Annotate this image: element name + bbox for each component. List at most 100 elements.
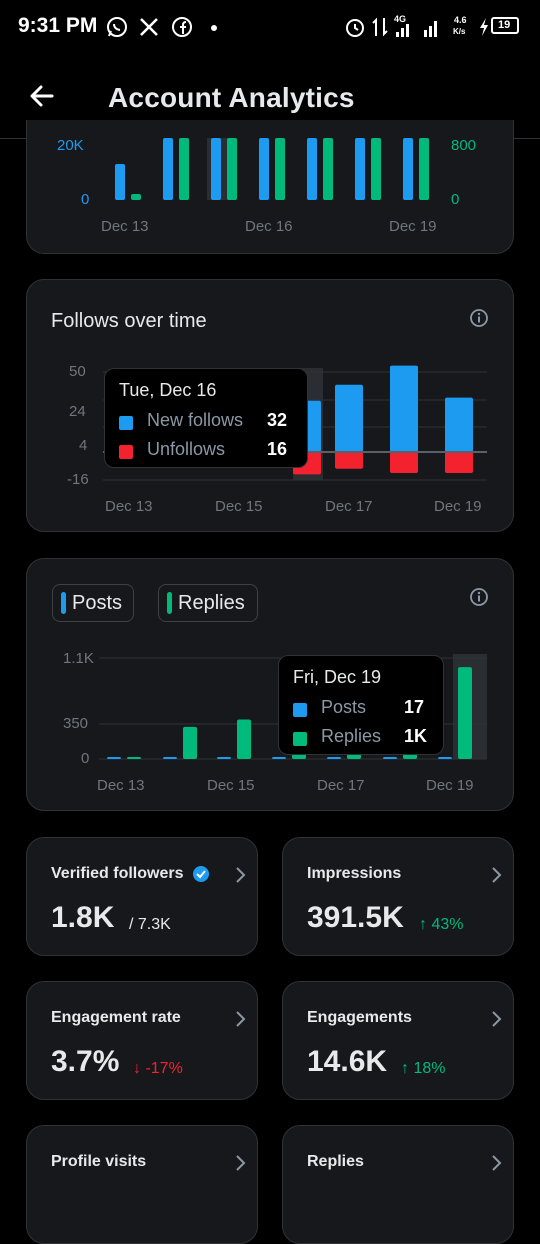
- tooltip-value: 16: [267, 439, 288, 459]
- posts-replies-card: Posts Replies 1.1K 350 0 Dec 13 Dec 15 D…: [26, 558, 514, 811]
- stat-card-replies[interactable]: Replies: [282, 1125, 514, 1244]
- battery-icon: 19: [491, 17, 519, 34]
- stat-value: 391.5K: [307, 901, 404, 934]
- stat-value: 14.6K: [307, 1045, 388, 1078]
- bar-replies: [183, 726, 197, 759]
- bar-unfollows: [445, 452, 473, 473]
- stat-subvalue: / 7.3K: [129, 916, 171, 933]
- whatsapp-icon: [107, 17, 127, 37]
- info-icon[interactable]: [469, 587, 489, 607]
- legend-swatch-posts: [293, 703, 307, 717]
- stat-change: ↑ 18%: [401, 1060, 446, 1077]
- info-icon[interactable]: [469, 308, 489, 328]
- tooltip-date: Tue, Dec 16: [119, 380, 217, 400]
- tooltip-label: Replies: [321, 726, 382, 746]
- y-tick: 24: [69, 403, 86, 420]
- bar-impressions: [163, 138, 173, 200]
- speed-value: 4.6: [454, 15, 467, 25]
- stat-card-profile-visits[interactable]: Profile visits: [26, 1125, 258, 1244]
- x-tick: Dec 19: [389, 218, 437, 235]
- posts-color-bar: [61, 592, 66, 614]
- x-tick: Dec 15: [215, 498, 263, 515]
- bar-new-follows: [335, 384, 363, 452]
- bar-impressions: [115, 164, 125, 200]
- stat-card-engagement-rate[interactable]: Engagement rate 3.7% ↓ -17%: [26, 981, 258, 1100]
- bar-posts: [327, 757, 341, 759]
- bar-replies: [458, 667, 472, 759]
- chevron-right-icon: [492, 1011, 502, 1027]
- x-tick: Dec 17: [325, 498, 373, 515]
- tooltip-label: New follows: [147, 410, 244, 430]
- bar-posts: [438, 757, 452, 759]
- status-bar: 9:31 PM 4G 4.6 K/s 19: [0, 0, 540, 56]
- chevron-right-icon: [236, 867, 246, 883]
- stat-card-engagements[interactable]: Engagements 14.6K ↑ 18%: [282, 981, 514, 1100]
- x-tick: Dec 13: [101, 218, 149, 235]
- charging-icon: [480, 18, 488, 36]
- x-tick: Dec 13: [105, 498, 153, 515]
- bar-engagements: [179, 138, 189, 200]
- stat-title: Replies: [307, 1153, 364, 1170]
- chevron-right-icon: [236, 1011, 246, 1027]
- stat-change: ↑ 43%: [419, 916, 464, 933]
- stat-card-verified-followers[interactable]: Verified followers 1.8K / 7.3K: [26, 837, 258, 956]
- bar-posts: [383, 757, 397, 759]
- follows-tooltip: Tue, Dec 16 New follows 32 Unfollows 16: [104, 368, 308, 468]
- posts-replies-chart: [99, 654, 487, 760]
- bar-posts: [272, 757, 286, 759]
- card-title: Follows over time: [51, 310, 207, 332]
- replies-color-bar: [167, 592, 172, 614]
- stat-card-impressions[interactable]: Impressions 391.5K ↑ 43%: [282, 837, 514, 956]
- bar-impressions: [355, 138, 365, 200]
- stat-title: Verified followers: [51, 865, 184, 882]
- x-tick: Dec 16: [245, 218, 293, 235]
- bar-posts: [163, 757, 177, 759]
- bar-impressions: [403, 138, 413, 200]
- verified-badge-icon: [193, 866, 209, 882]
- x-tick: Dec 19: [426, 777, 474, 794]
- bar-unfollows: [390, 452, 418, 473]
- replies-toggle-chip[interactable]: Replies: [158, 584, 258, 622]
- y-tick: 50: [69, 363, 86, 380]
- x-logo-icon: [140, 18, 158, 36]
- y-tick: -16: [67, 471, 89, 488]
- bar-unfollows: [335, 452, 363, 469]
- data-arrows-icon: [372, 17, 388, 37]
- legend-swatch-replies: [293, 732, 307, 746]
- x-tick: Dec 15: [207, 777, 255, 794]
- x-tick: Dec 13: [97, 777, 145, 794]
- y-left-tick: 0: [81, 191, 90, 208]
- signal-icon: [396, 21, 437, 37]
- impressions-chart-card: 20K 0 800 0 Dec 13 Dec 16 Dec 19: [26, 120, 514, 254]
- tooltip-value: 1K: [404, 726, 428, 746]
- speed-unit: K/s: [453, 27, 466, 36]
- x-tick: Dec 17: [317, 777, 365, 794]
- bar-engagements: [419, 138, 429, 200]
- bar-engagements: [131, 194, 141, 200]
- chevron-right-icon: [492, 1155, 502, 1171]
- legend-swatch-new-follows: [119, 416, 133, 430]
- y-tick: 0: [81, 750, 90, 767]
- y-left-tick: 20K: [57, 137, 84, 154]
- tooltip-value: 32: [267, 410, 288, 430]
- bar-engagements: [371, 138, 381, 200]
- y-tick: 4: [79, 437, 88, 454]
- alarm-icon: [346, 19, 364, 37]
- y-tick: 1.1K: [63, 650, 94, 667]
- stat-title: Engagement rate: [51, 1009, 181, 1026]
- dot-icon: [211, 25, 217, 31]
- top-chart: [115, 138, 429, 200]
- chip-label: Posts: [72, 592, 123, 614]
- posts-toggle-chip[interactable]: Posts: [52, 584, 134, 622]
- y-tick: 350: [63, 715, 89, 732]
- bar-replies: [237, 719, 251, 759]
- follows-over-time-card: Follows over time 50 24 4 -16 Dec 13 Dec…: [26, 279, 514, 532]
- bar-new-follows: [390, 365, 418, 452]
- back-arrow-icon[interactable]: [26, 80, 58, 112]
- stat-title: Impressions: [307, 865, 402, 882]
- y-right-tick: 800: [451, 137, 477, 154]
- bar-engagements: [275, 138, 285, 200]
- bar-posts: [217, 757, 231, 759]
- bar-impressions: [259, 138, 269, 200]
- tooltip-value: 17: [404, 697, 425, 717]
